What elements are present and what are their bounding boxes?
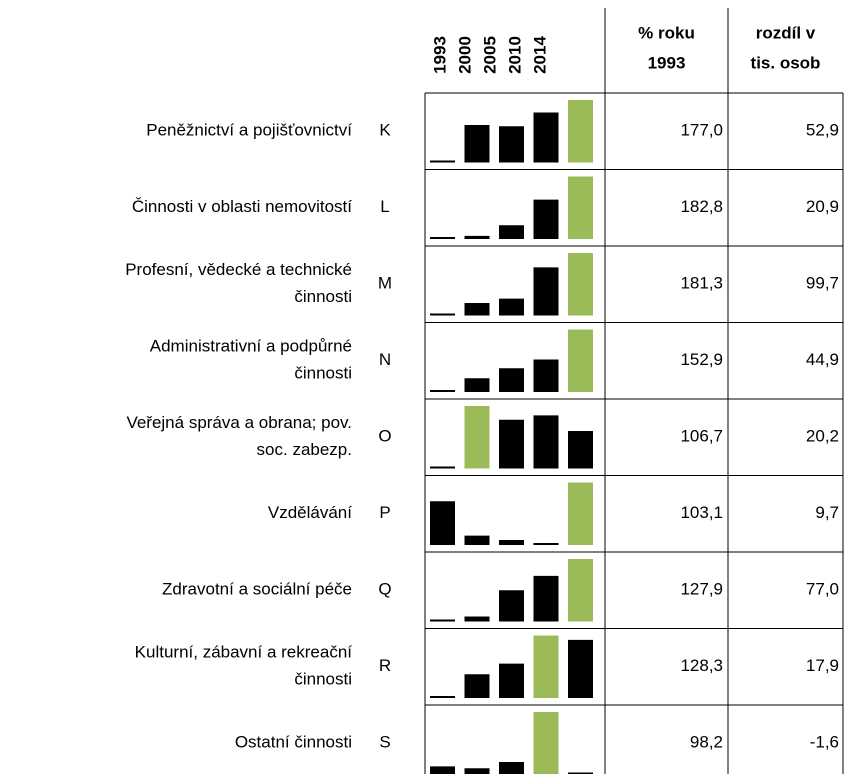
spark-bar: [499, 540, 524, 545]
spark-bar: [499, 663, 524, 698]
row-label: Ostatní činnosti: [235, 733, 352, 752]
spark-bar: [533, 635, 559, 698]
spark-bar: [533, 543, 559, 545]
row-code: O: [378, 427, 391, 446]
spark-bar: [430, 766, 455, 774]
spark-bar: [568, 176, 593, 239]
row-label: Vzdělávání: [268, 503, 352, 522]
pct-value: 182,8: [680, 197, 723, 216]
row-label: činnosti: [294, 287, 352, 306]
diff-value: 77,0: [806, 580, 839, 599]
spark-bar: [499, 126, 524, 163]
spark-bar: [533, 415, 559, 469]
row-label: Profesní, vědecké a technické: [125, 260, 352, 279]
header-pct: 1993: [648, 53, 686, 72]
spark-bar: [430, 696, 455, 698]
row-label: činnosti: [294, 364, 352, 383]
spark-bar: [430, 390, 455, 392]
row-label: Administrativní a podpůrné: [150, 337, 352, 356]
spark-bar: [568, 772, 593, 774]
spark-bar: [499, 590, 524, 622]
spark-bar: [499, 419, 524, 469]
diff-value: 44,9: [806, 350, 839, 369]
pct-value: 181,3: [680, 274, 723, 293]
row-code: S: [379, 733, 390, 752]
row-label: Kulturní, zábavní a rekreační: [135, 643, 353, 662]
spark-bar: [533, 575, 559, 622]
pct-value: 177,0: [680, 121, 723, 140]
spark-bar: [430, 160, 455, 163]
spark-bar: [464, 406, 490, 469]
spark-bar: [568, 100, 593, 163]
spark-bar: [464, 768, 490, 774]
row-code: K: [379, 121, 391, 140]
year-label: 2000: [455, 36, 474, 74]
row-code: M: [378, 274, 392, 293]
row-label: soc. zabezp.: [257, 440, 352, 459]
spark-bar: [533, 112, 559, 163]
pct-value: 127,9: [680, 580, 723, 599]
spark-bar: [430, 501, 455, 545]
diff-value: 9,7: [815, 503, 839, 522]
spark-bar: [533, 267, 559, 316]
spark-bar: [568, 253, 593, 316]
diff-value: 20,9: [806, 197, 839, 216]
row-code: N: [379, 350, 391, 369]
spark-bar: [464, 535, 490, 545]
spark-bar: [464, 378, 490, 392]
row-label: Zdravotní a sociální péče: [162, 580, 352, 599]
row-code: P: [379, 503, 390, 522]
row-label: Veřejná správa a obrana; pov.: [126, 413, 352, 432]
row-label: Činnosti v oblasti nemovitostí: [132, 197, 352, 216]
row-code: Q: [378, 580, 391, 599]
spark-bar: [568, 482, 593, 545]
pct-value: 152,9: [680, 350, 723, 369]
year-label: 1993: [430, 36, 449, 74]
spark-bar: [430, 313, 455, 316]
diff-value: 52,9: [806, 121, 839, 140]
spark-bar: [533, 712, 559, 774]
diff-value: 20,2: [806, 427, 839, 446]
spark-bar: [430, 466, 455, 469]
spark-bar: [464, 125, 490, 163]
diff-value: 17,9: [806, 656, 839, 675]
header-diff: tis. osob: [751, 53, 821, 72]
pct-value: 98,2: [690, 733, 723, 752]
spark-bar: [430, 237, 455, 239]
row-code: L: [380, 197, 389, 216]
spark-bar: [499, 225, 524, 239]
pct-value: 103,1: [680, 503, 723, 522]
spark-bar: [464, 235, 490, 239]
row-label: činnosti: [294, 670, 352, 689]
spark-bar: [533, 359, 559, 392]
row-code: R: [379, 656, 391, 675]
pct-value: 106,7: [680, 427, 723, 446]
spark-bar: [499, 298, 524, 316]
row-label: Peněžnictví a pojišťovnictví: [146, 121, 352, 140]
spark-bar: [499, 368, 524, 392]
header-diff: rozdíl v: [756, 23, 816, 42]
spark-bar: [568, 431, 593, 469]
diff-value: 99,7: [806, 274, 839, 293]
year-label: 2010: [505, 36, 524, 74]
year-label: 2005: [480, 36, 499, 74]
header-pct: % roku: [638, 23, 695, 42]
spark-bar: [568, 639, 593, 698]
spark-bar: [568, 329, 593, 392]
spark-bar: [499, 762, 524, 774]
spark-bar: [464, 616, 490, 622]
spark-bar: [430, 619, 455, 622]
spark-bar: [533, 199, 559, 239]
spark-bar: [568, 559, 593, 622]
spark-bar: [464, 674, 490, 698]
pct-value: 128,3: [680, 656, 723, 675]
year-label: 2014: [530, 36, 549, 74]
diff-value: -1,6: [810, 733, 839, 752]
spark-bar: [464, 303, 490, 316]
